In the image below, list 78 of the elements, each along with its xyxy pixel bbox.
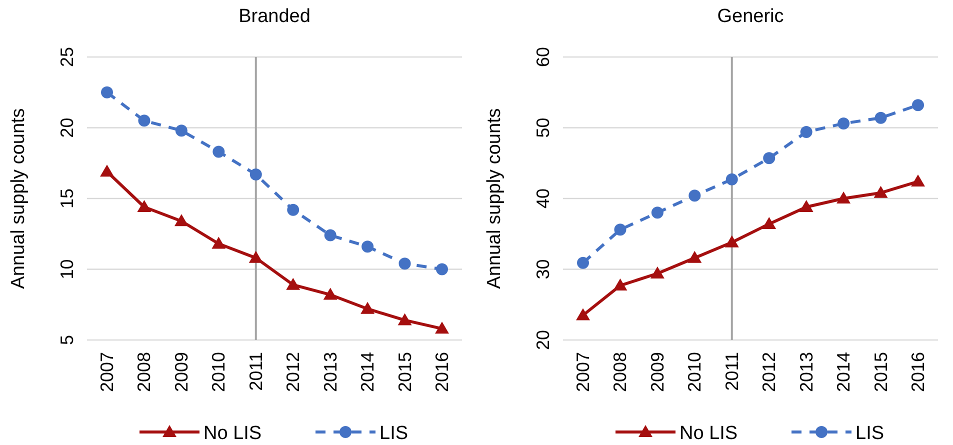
x-tick-label: 2009 — [647, 352, 668, 392]
x-tick-label: 2008 — [134, 352, 154, 392]
y-tick-label: 30 — [533, 259, 553, 280]
y-tick-label: 10 — [57, 259, 77, 280]
x-tick-label: 2007 — [97, 352, 117, 392]
point — [137, 200, 152, 212]
x-tick-label: 2015 — [870, 352, 891, 392]
point — [651, 206, 664, 219]
point — [688, 190, 701, 202]
x-tick-label: 2013 — [796, 352, 816, 392]
point — [650, 266, 664, 278]
x-tick-label: 2010 — [684, 352, 705, 392]
point — [248, 250, 263, 263]
y-tick-label: 40 — [533, 188, 553, 209]
point — [287, 204, 300, 216]
point — [726, 173, 738, 186]
point — [763, 152, 776, 164]
point — [912, 99, 924, 112]
y-tick-label: 20 — [57, 118, 77, 138]
point — [100, 164, 114, 177]
point — [836, 192, 851, 204]
x-tick-label: 2012 — [759, 352, 780, 392]
y-tick-label: 50 — [533, 118, 553, 138]
x-tick-label: 2011 — [722, 352, 742, 391]
x-tick-label: 2010 — [208, 352, 229, 392]
y-tick-label: 20 — [533, 330, 553, 350]
x-tick-label: 2009 — [171, 352, 192, 392]
x-tick-label: 2012 — [283, 352, 304, 392]
point — [250, 168, 262, 180]
legend-label: No LIS — [204, 423, 262, 444]
point — [838, 118, 850, 130]
y-tick-label: 5 — [57, 334, 77, 346]
x-tick-label: 2013 — [320, 352, 340, 392]
point — [435, 322, 449, 334]
point — [362, 240, 374, 253]
x-tick-label: 2016 — [432, 352, 452, 392]
point — [874, 112, 887, 124]
point — [576, 308, 590, 320]
legend-label: LIS — [856, 423, 884, 444]
y-axis-title: Annual supply counts — [8, 108, 29, 289]
chart-title: Generic — [717, 6, 784, 27]
point — [175, 124, 188, 137]
y-tick-label: 25 — [57, 46, 77, 68]
point — [174, 214, 188, 226]
point — [614, 224, 626, 236]
point — [874, 186, 888, 198]
point — [436, 263, 448, 276]
x-tick-label: 2007 — [573, 352, 593, 392]
point — [799, 200, 814, 212]
point — [613, 278, 628, 291]
point — [324, 229, 336, 242]
legend-label: No LIS — [680, 423, 738, 444]
point — [688, 250, 702, 263]
y-tick-label: 15 — [57, 188, 77, 209]
point — [398, 258, 411, 270]
point — [800, 126, 812, 138]
legend-label: LIS — [380, 423, 408, 444]
point — [138, 114, 150, 127]
y-tick-label: 60 — [533, 46, 553, 68]
point — [323, 288, 338, 300]
y-axis-title: Annual supply counts — [484, 108, 505, 289]
point — [724, 235, 739, 248]
chart-title: Branded — [238, 6, 310, 27]
x-tick-label: 2015 — [394, 352, 415, 392]
x-tick-label: 2011 — [246, 352, 266, 391]
x-tick-label: 2016 — [908, 352, 928, 392]
point — [212, 146, 225, 158]
x-tick-label: 2014 — [834, 352, 854, 392]
point — [286, 278, 300, 290]
point — [577, 256, 589, 269]
point — [762, 216, 776, 229]
point — [212, 236, 226, 249]
x-tick-label: 2008 — [610, 352, 630, 392]
point — [360, 302, 375, 314]
point — [101, 86, 113, 98]
point — [398, 313, 412, 326]
point — [911, 174, 925, 187]
x-tick-label: 2014 — [358, 352, 378, 392]
